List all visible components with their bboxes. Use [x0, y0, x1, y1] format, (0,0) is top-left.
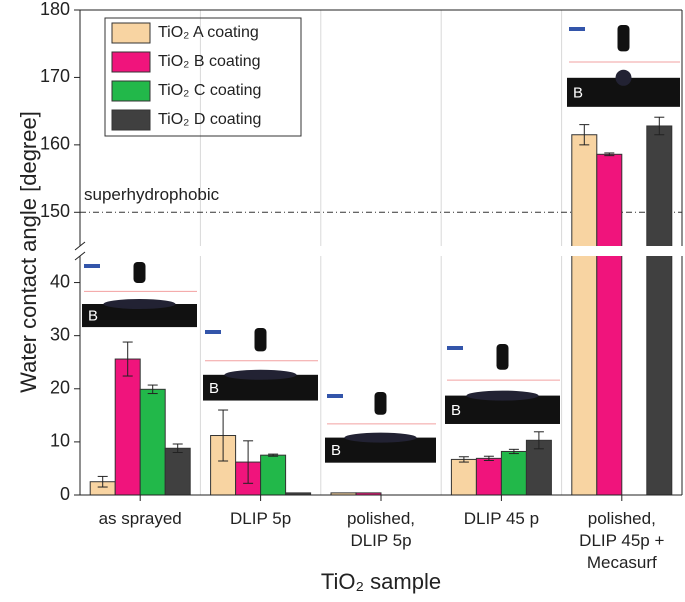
legend-label: TiO₂ C coating — [158, 82, 261, 99]
x-tick-label: polished, DLIP 5p — [346, 509, 416, 550]
x-tick-label: DLIP 5p — [230, 509, 292, 528]
inset-droplet — [224, 369, 297, 380]
error-bar — [172, 443, 183, 454]
inset-droplet — [344, 432, 417, 443]
axis-break-gap — [76, 246, 685, 256]
inset-droplet — [466, 390, 539, 401]
x-tick-label: polished, DLIP 45p + Mecasurf — [579, 509, 665, 572]
inset-droplet — [103, 299, 176, 309]
inset-needle — [374, 392, 387, 415]
y-tick-label: 170 — [40, 66, 70, 86]
bar — [475, 457, 502, 496]
x-axis-title: TiO₂ sample — [321, 569, 441, 594]
y-tick-label: 0 — [60, 484, 70, 504]
inset-label: B — [451, 402, 461, 419]
inset-image: B — [325, 392, 436, 463]
inset-substrate — [82, 304, 197, 328]
x-tick-label: as sprayed — [98, 509, 182, 528]
inset-scale — [205, 330, 221, 334]
inset-label: B — [88, 308, 98, 325]
inset-droplet — [615, 69, 632, 86]
y-tick-label: 40 — [50, 271, 70, 291]
bar — [164, 447, 191, 496]
error-bar — [268, 453, 279, 457]
error-bar — [97, 475, 108, 488]
inset-image: B — [203, 328, 318, 401]
y-tick-label: 180 — [40, 0, 70, 19]
error-bar — [243, 440, 254, 484]
y-axis-title: Water contact angle [degree] — [16, 111, 41, 393]
inset-scale — [569, 27, 585, 31]
bar — [114, 358, 141, 496]
legend-swatch — [111, 80, 151, 102]
error-bar — [604, 152, 615, 157]
y-tick-label: 150 — [40, 201, 70, 221]
inset-needle — [496, 344, 509, 370]
x-tick-label: DLIP 45 p — [463, 509, 540, 528]
axis-break-mark — [74, 241, 86, 251]
y-tick-label: 30 — [50, 324, 70, 344]
inset-scale — [84, 264, 100, 268]
y-tick-label: 20 — [50, 378, 70, 398]
error-bar — [218, 409, 229, 462]
inset-needle — [617, 25, 630, 52]
inset-image: B — [82, 262, 197, 328]
error-bar — [483, 455, 494, 461]
legend-swatch — [111, 22, 151, 44]
inset-label: B — [331, 442, 341, 459]
error-bar — [533, 431, 544, 450]
legend-label: TiO₂ D coating — [158, 111, 261, 128]
error-bar — [579, 124, 590, 146]
error-bar — [508, 448, 519, 455]
bar — [646, 125, 673, 496]
error-bar — [122, 341, 133, 377]
bar — [450, 458, 477, 496]
inset-needle — [133, 262, 146, 283]
inset-scale — [447, 346, 463, 350]
y-tick-label: 10 — [50, 431, 70, 451]
error-bar — [458, 456, 469, 463]
legend-label: TiO₂ B coating — [158, 53, 261, 70]
legend-swatch — [111, 51, 151, 73]
inset-scale — [327, 394, 343, 398]
axis-break-mark — [74, 251, 86, 261]
bar — [260, 454, 287, 496]
inset-label: B — [573, 85, 583, 102]
reference-label: superhydrophobic — [84, 185, 220, 204]
y-tick-label: 160 — [40, 134, 70, 154]
inset-image: B — [567, 25, 680, 107]
error-bar — [147, 384, 158, 395]
error-bar — [654, 116, 665, 136]
bar — [139, 388, 166, 496]
bar — [500, 450, 527, 496]
bar — [596, 153, 623, 496]
inset-label: B — [209, 380, 219, 397]
legend-swatch — [111, 109, 151, 131]
legend-frame — [104, 17, 302, 137]
bar — [571, 134, 598, 496]
inset-image: B — [445, 344, 560, 424]
inset-needle — [254, 328, 267, 352]
legend-label: TiO₂ A coating — [158, 24, 259, 41]
